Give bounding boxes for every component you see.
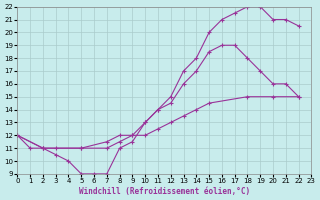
X-axis label: Windchill (Refroidissement éolien,°C): Windchill (Refroidissement éolien,°C) (79, 187, 250, 196)
